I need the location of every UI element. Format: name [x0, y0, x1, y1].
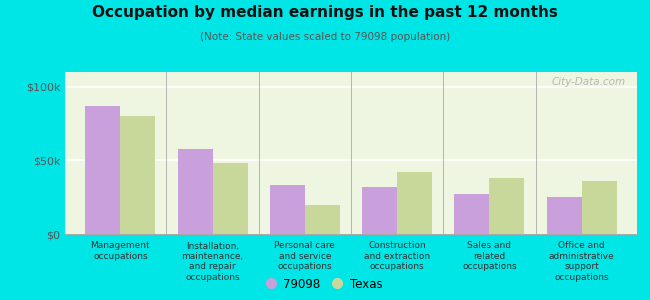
- Text: Installation,
maintenance,
and repair
occupations: Installation, maintenance, and repair oc…: [181, 242, 244, 282]
- Bar: [582, 181, 617, 234]
- Bar: [397, 172, 432, 234]
- Text: Office and
administrative
support
occupations: Office and administrative support occupa…: [549, 242, 614, 282]
- Bar: [85, 106, 120, 234]
- Text: (Note: State values scaled to 79098 population): (Note: State values scaled to 79098 popu…: [200, 32, 450, 41]
- Bar: [270, 185, 305, 234]
- Text: Sales and
related
occupations: Sales and related occupations: [462, 242, 517, 271]
- Bar: [305, 205, 340, 234]
- Text: City-Data.com: City-Data.com: [551, 77, 625, 87]
- Bar: [489, 178, 525, 234]
- Text: Occupation by median earnings in the past 12 months: Occupation by median earnings in the pas…: [92, 4, 558, 20]
- Bar: [213, 163, 248, 234]
- Text: Management
occupations: Management occupations: [90, 242, 150, 261]
- Bar: [454, 194, 489, 234]
- Bar: [362, 187, 397, 234]
- Text: Construction
and extraction
occupations: Construction and extraction occupations: [364, 242, 430, 271]
- Bar: [547, 197, 582, 234]
- Text: Personal care
and service
occupations: Personal care and service occupations: [274, 242, 335, 271]
- Bar: [177, 148, 213, 234]
- Legend: 79098, Texas: 79098, Texas: [264, 274, 386, 294]
- Bar: [120, 116, 155, 234]
